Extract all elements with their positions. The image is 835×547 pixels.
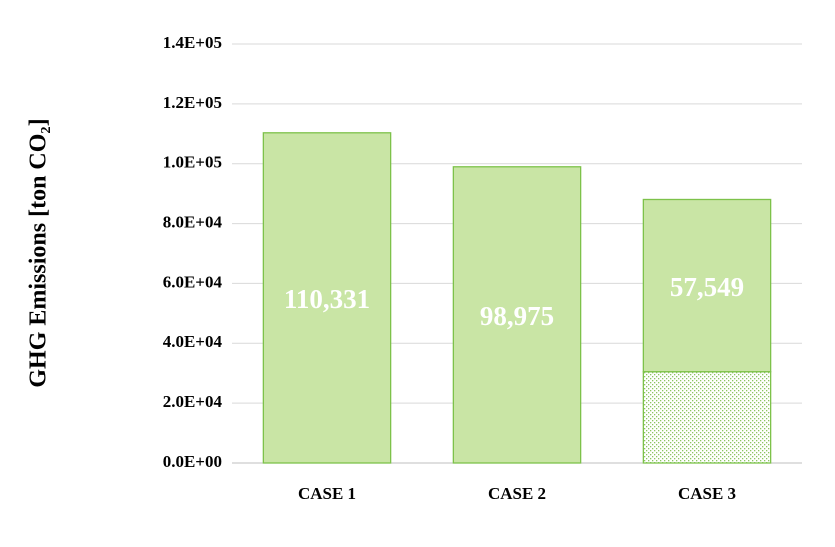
y-tick-label: 1.2E+05 bbox=[163, 93, 222, 112]
value-label: 98,975 bbox=[480, 301, 554, 331]
y-tick-label: 6.0E+04 bbox=[163, 272, 223, 291]
value-label: 57,549 bbox=[670, 272, 744, 302]
y-tick-label: 2.0E+04 bbox=[163, 392, 223, 411]
y-tick-label: 1.0E+05 bbox=[163, 153, 222, 172]
x-tick-label: CASE 1 bbox=[298, 484, 356, 503]
bar-segment bbox=[642, 371, 772, 464]
y-tick-label: 1.4E+05 bbox=[163, 33, 222, 52]
x-tick-label: CASE 2 bbox=[488, 484, 546, 503]
x-tick-label: CASE 3 bbox=[678, 484, 736, 503]
y-axis-label: GHG Emissions [ton CO₂] bbox=[26, 118, 52, 387]
bar-segment bbox=[452, 166, 582, 464]
value-label: 110,331 bbox=[284, 284, 370, 314]
y-tick-label: 4.0E+04 bbox=[163, 332, 223, 351]
bar-segment bbox=[262, 132, 392, 464]
y-tick-label: 8.0E+04 bbox=[163, 212, 223, 231]
bar-segment bbox=[642, 198, 772, 373]
y-tick-label: 0.0E+00 bbox=[163, 452, 222, 471]
